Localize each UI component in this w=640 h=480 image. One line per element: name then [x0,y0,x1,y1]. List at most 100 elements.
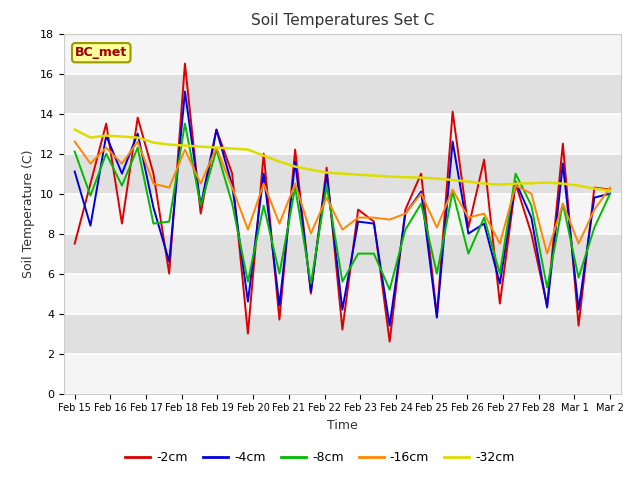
-8cm [591,225,598,230]
-32cm [339,171,346,177]
-2cm [496,300,504,306]
Bar [64,73,621,114]
-8cm [244,279,252,285]
-2cm [134,115,141,120]
-8cm [559,201,566,206]
-8cm [291,185,299,191]
-8cm [575,275,582,280]
-4cm [181,89,189,95]
-2cm [244,331,252,336]
-4cm [401,211,409,216]
-4cm [449,139,456,144]
-2cm [433,313,441,319]
-16cm [276,221,284,227]
-4cm [465,231,472,237]
-32cm [527,180,535,186]
-2cm [370,219,378,225]
-16cm [465,215,472,220]
-16cm [591,207,598,213]
-16cm [355,215,362,220]
-8cm [606,191,614,196]
-4cm [276,303,284,309]
-16cm [291,180,299,186]
-4cm [386,323,394,328]
-8cm [370,251,378,256]
-16cm [102,144,110,150]
-4cm [512,179,520,184]
-4cm [102,132,110,138]
-16cm [606,185,614,191]
-8cm [527,203,535,208]
-16cm [401,211,409,216]
-32cm [480,180,488,186]
-8cm [465,251,472,256]
-32cm [102,132,110,138]
-4cm [370,221,378,227]
-2cm [260,151,268,156]
-32cm [228,146,236,152]
-2cm [71,240,79,247]
-16cm [386,216,394,222]
-8cm [165,219,173,225]
-2cm [150,171,157,177]
Line: -32cm: -32cm [75,130,610,191]
-32cm [370,173,378,179]
-8cm [118,183,126,189]
-8cm [71,149,79,155]
-32cm [401,174,409,180]
Bar [64,234,621,274]
-4cm [71,168,79,174]
-4cm [228,183,236,189]
-2cm [323,165,330,170]
-4cm [212,127,220,132]
-4cm [527,215,535,220]
-4cm [496,281,504,287]
-4cm [260,171,268,177]
-4cm [480,221,488,227]
-16cm [417,191,425,196]
-8cm [197,203,205,208]
-2cm [480,156,488,162]
-4cm [355,219,362,225]
-4cm [559,161,566,167]
-16cm [197,180,205,186]
-32cm [512,180,520,186]
-32cm [291,164,299,169]
-16cm [212,144,220,150]
-8cm [386,287,394,292]
-2cm [559,141,566,146]
-32cm [355,172,362,178]
-2cm [181,60,189,66]
-2cm [212,127,220,132]
-16cm [480,211,488,216]
-4cm [575,307,582,312]
X-axis label: Time: Time [327,419,358,432]
-4cm [591,195,598,201]
Title: Soil Temperatures Set C: Soil Temperatures Set C [251,13,434,28]
-16cm [496,240,504,247]
-8cm [276,271,284,276]
-16cm [260,180,268,186]
-16cm [181,147,189,153]
-8cm [134,144,141,150]
-4cm [323,171,330,177]
-32cm [496,182,504,188]
-2cm [307,291,315,297]
-2cm [512,180,520,186]
-8cm [449,189,456,194]
-2cm [543,303,551,309]
-32cm [86,135,94,141]
-2cm [386,339,394,345]
-16cm [228,185,236,191]
-32cm [244,147,252,153]
Bar [64,114,621,154]
-32cm [150,140,157,145]
Line: -8cm: -8cm [75,123,610,289]
-8cm [181,120,189,126]
-2cm [401,207,409,213]
-16cm [527,191,535,196]
-2cm [291,147,299,153]
-4cm [606,191,614,196]
-32cm [449,177,456,183]
-16cm [150,180,157,186]
